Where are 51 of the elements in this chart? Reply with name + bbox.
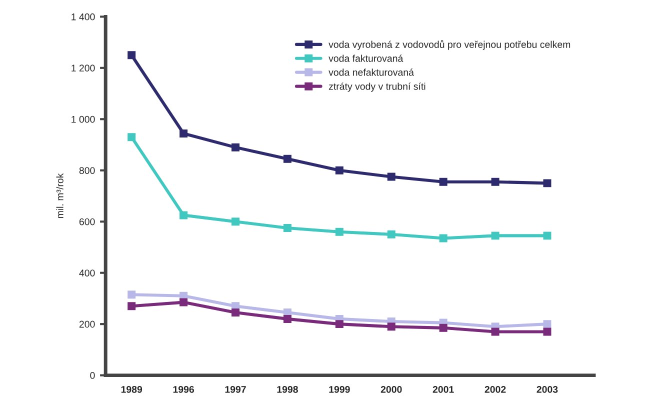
point bbox=[335, 166, 344, 174]
point bbox=[543, 320, 552, 328]
point bbox=[491, 232, 500, 240]
point bbox=[232, 308, 240, 317]
y-tick-label: 0 bbox=[90, 372, 95, 379]
x-tick-label: 1989 bbox=[121, 386, 142, 393]
point bbox=[491, 328, 500, 336]
point bbox=[387, 322, 396, 331]
point bbox=[128, 133, 136, 142]
y-tick-label: 200 bbox=[79, 320, 95, 328]
point bbox=[543, 232, 552, 240]
point bbox=[335, 320, 344, 328]
y-tick-label: 1 200 bbox=[72, 64, 95, 72]
point bbox=[439, 324, 448, 332]
point bbox=[543, 328, 552, 336]
point bbox=[439, 234, 448, 242]
point bbox=[232, 218, 240, 226]
x-tick-label: 1999 bbox=[329, 386, 350, 393]
point bbox=[283, 224, 292, 232]
x-tick-label: 2001 bbox=[432, 386, 454, 393]
point bbox=[128, 290, 136, 299]
point bbox=[543, 179, 552, 188]
legend-label: voda nefakturovaná bbox=[328, 68, 414, 76]
legend-label: ztráty vody v trubní síti bbox=[328, 82, 426, 92]
y-tick-label: 1 000 bbox=[72, 116, 95, 123]
legend-label: voda vyrobená z vodovodů pro veřejnou potřebu celkem bbox=[328, 40, 570, 50]
y-axis-title: mil. m³/rok bbox=[56, 173, 64, 218]
x-tick-label: 1996 bbox=[173, 386, 194, 393]
x-tick-label: 2002 bbox=[484, 386, 506, 393]
x-tick-label: 1998 bbox=[277, 386, 298, 393]
x-tick-label: 1997 bbox=[225, 386, 246, 393]
point bbox=[491, 178, 500, 186]
y-tick-label: 1 400 bbox=[72, 13, 95, 20]
legend-label: voda fakturovaná bbox=[328, 54, 404, 62]
point bbox=[283, 154, 292, 163]
point bbox=[180, 298, 188, 306]
y-tick-label: 800 bbox=[79, 167, 95, 174]
y-tick-label: 400 bbox=[79, 270, 95, 276]
x-tick-label: 2000 bbox=[380, 386, 402, 393]
x-tick-label: 2003 bbox=[536, 386, 558, 393]
point bbox=[128, 51, 136, 60]
point bbox=[180, 129, 188, 138]
point bbox=[439, 178, 448, 186]
point bbox=[387, 230, 396, 238]
point bbox=[283, 314, 292, 323]
point bbox=[387, 172, 396, 181]
point bbox=[180, 211, 188, 220]
y-tick-label: 600 bbox=[79, 218, 95, 226]
point bbox=[128, 302, 136, 310]
point bbox=[232, 143, 240, 152]
point bbox=[335, 228, 344, 236]
